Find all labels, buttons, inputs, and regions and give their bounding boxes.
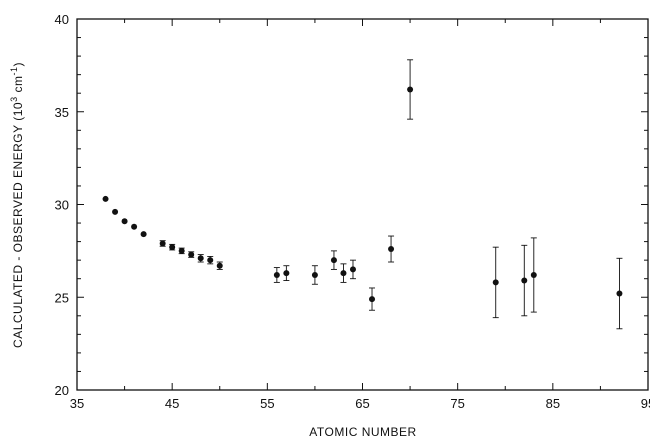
y-tick-label: 30	[55, 198, 69, 213]
data-point	[521, 277, 528, 284]
x-tick-label: 65	[355, 396, 369, 411]
data-point	[178, 247, 185, 254]
data-point	[407, 86, 414, 93]
y-tick-label: 25	[55, 290, 69, 305]
data-point	[197, 255, 204, 262]
x-tick-label: 55	[260, 396, 274, 411]
data-point	[216, 262, 223, 269]
data-point	[169, 244, 176, 251]
x-tick-label: 45	[165, 396, 179, 411]
x-tick-label: 35	[70, 396, 84, 411]
y-tick-label: 35	[55, 105, 69, 120]
data-point	[492, 279, 499, 286]
y-tick-label: 20	[55, 383, 69, 398]
x-axis-ticks: 35 45 55 65 75 85 95	[70, 19, 650, 411]
data-point	[340, 270, 347, 277]
y-axis-label: CALCULATED - OBSERVED ENERGY (103 cm-1)	[9, 62, 25, 348]
data-point	[369, 296, 376, 303]
plot-border	[76, 18, 649, 391]
x-axis-label: ATOMIC NUMBER	[309, 425, 416, 439]
y-axis-ticks: 20 25 30 35 40	[55, 12, 648, 398]
data-point	[330, 257, 337, 264]
data-point	[131, 223, 138, 230]
y-axis-label-sup: 3	[9, 96, 19, 102]
data-point	[140, 231, 147, 238]
data-point	[530, 271, 537, 278]
data-point	[283, 270, 290, 277]
data-point	[188, 251, 195, 258]
data-point	[102, 195, 109, 202]
data-point	[112, 208, 119, 215]
data-point	[311, 271, 318, 278]
data-point	[388, 246, 395, 253]
y-axis-label-mid: cm	[11, 76, 25, 97]
data-points	[102, 59, 623, 330]
y-axis-label-prefix: CALCULATED - OBSERVED ENERGY (10	[11, 102, 25, 348]
data-point	[121, 218, 128, 225]
y-axis-label-sup2: -1	[9, 67, 19, 76]
data-point	[207, 257, 214, 264]
data-point	[349, 266, 356, 273]
x-tick-label: 75	[450, 396, 464, 411]
data-point	[159, 240, 166, 247]
x-tick-label: 85	[546, 396, 560, 411]
data-point	[273, 271, 280, 278]
data-point	[616, 290, 623, 297]
y-axis-label-suffix: )	[11, 62, 25, 67]
plot-frame	[76, 18, 649, 391]
x-tick-label: 95	[641, 396, 650, 411]
y-tick-label: 40	[55, 12, 69, 27]
